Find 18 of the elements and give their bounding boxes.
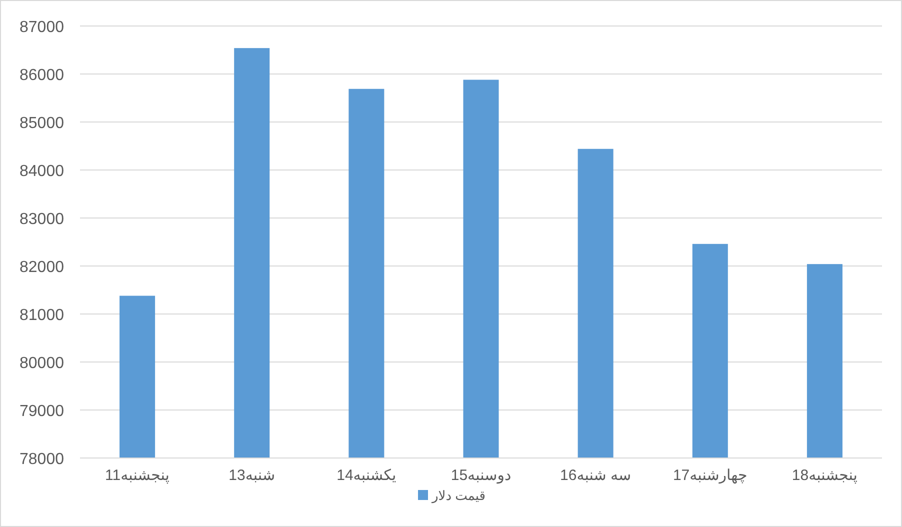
x-tick-label: پنجشنبه18: [792, 467, 858, 484]
y-tick-label: 78000: [20, 451, 64, 468]
y-tick-label: 85000: [20, 115, 64, 132]
x-tick-label: یکشنبه14: [336, 467, 396, 484]
x-tick-label: شنبه13: [228, 467, 276, 484]
y-tick-label: 80000: [20, 355, 64, 372]
y-tick-label: 81000: [20, 307, 64, 324]
y-tick-label: 83000: [20, 211, 64, 228]
x-tick-label: پنجشنبه11: [105, 467, 170, 484]
x-tick-label: چهارشنبه17: [672, 467, 748, 484]
y-tick-label: 82000: [20, 259, 64, 276]
legend-label: قیمت دلار: [431, 488, 486, 504]
y-tick-label: 86000: [20, 67, 64, 84]
x-tick-label: سه شنبه16: [560, 467, 632, 484]
y-tick-label: 79000: [20, 403, 64, 420]
y-tick-label: 87000: [20, 19, 64, 36]
x-tick-label: دوسنبه15: [450, 467, 512, 484]
y-tick-label: 84000: [20, 163, 64, 180]
